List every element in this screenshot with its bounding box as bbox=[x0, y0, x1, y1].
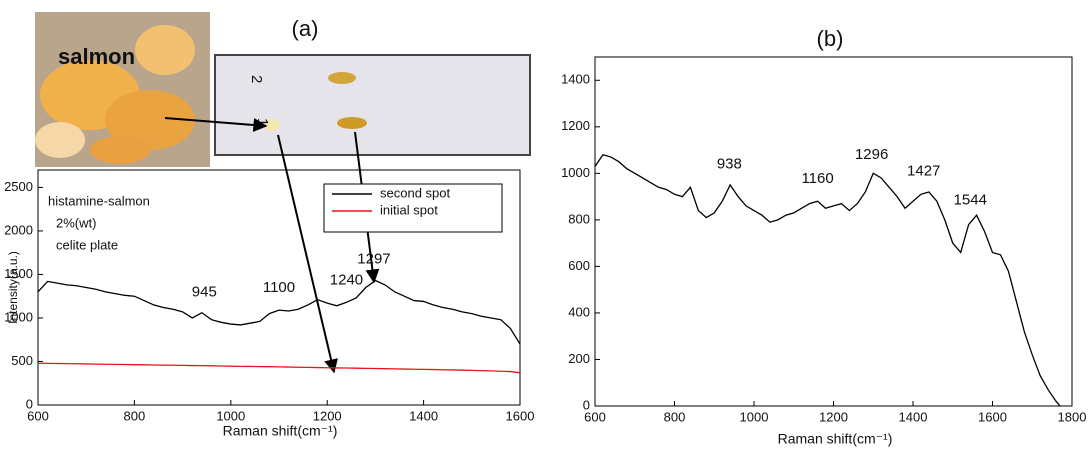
peak-label: 1160 bbox=[801, 170, 833, 187]
y-tick-label: 1200 bbox=[561, 118, 590, 133]
peak-label: 1544 bbox=[954, 192, 987, 209]
arrow bbox=[164, 117, 268, 132]
annotation: histamine-salmon bbox=[48, 193, 150, 208]
annotation: celite plate bbox=[56, 237, 118, 252]
y-tick-label: 1500 bbox=[4, 266, 33, 281]
lane-label: 2 bbox=[248, 75, 265, 83]
y-axis-label: Intensity(a.u.) bbox=[6, 251, 20, 324]
series-line bbox=[37, 279, 521, 345]
x-tick-label: 1400 bbox=[899, 409, 928, 424]
salmon-photo: salmon bbox=[35, 12, 210, 167]
y-tick-label: 1400 bbox=[561, 72, 590, 87]
peak-label: 1240 bbox=[330, 271, 363, 288]
y-tick-label: 1000 bbox=[561, 165, 590, 180]
plot-frame bbox=[594, 56, 1073, 407]
x-tick-label: 600 bbox=[584, 409, 606, 424]
x-tick-label: 1200 bbox=[313, 408, 342, 423]
series-line bbox=[37, 362, 521, 374]
x-tick-label: 1400 bbox=[409, 408, 438, 423]
peak-label: 938 bbox=[717, 156, 742, 173]
y-tick-label: 400 bbox=[568, 304, 590, 319]
x-tick-label: 1600 bbox=[506, 408, 535, 423]
peak-label: 945 bbox=[192, 283, 217, 300]
y-tick-label: 2000 bbox=[4, 222, 33, 237]
x-tick-label: 800 bbox=[124, 408, 146, 423]
legend-box bbox=[323, 183, 503, 233]
peak-label: 1100 bbox=[263, 279, 295, 296]
chart-title: (a) bbox=[292, 16, 319, 41]
plot-frame bbox=[37, 169, 521, 406]
y-tick-label: 2500 bbox=[4, 179, 33, 194]
y-tick-label: 800 bbox=[568, 211, 590, 226]
x-axis-label: Raman shift(cm⁻¹) bbox=[778, 431, 893, 447]
x-tick-label: 1000 bbox=[740, 409, 769, 424]
y-tick-label: 0 bbox=[583, 397, 590, 412]
x-tick-label: 1200 bbox=[819, 409, 848, 424]
legend-label: second spot bbox=[380, 185, 450, 200]
peak-label: 1296 bbox=[855, 146, 888, 163]
chart-title: (b) bbox=[817, 26, 844, 51]
legend-label: initial spot bbox=[380, 202, 438, 217]
peak-label: 1427 bbox=[907, 162, 940, 179]
y-tick-label: 200 bbox=[568, 351, 590, 366]
x-tick-label: 600 bbox=[27, 408, 49, 423]
y-tick-label: 0 bbox=[26, 396, 33, 411]
peak-label: 1297 bbox=[357, 251, 390, 268]
x-tick-label: 800 bbox=[664, 409, 686, 424]
series-line bbox=[594, 153, 1061, 407]
x-tick-label: 1800 bbox=[1058, 409, 1087, 424]
arrow bbox=[277, 134, 338, 374]
x-tick-label: 1600 bbox=[978, 409, 1007, 424]
y-tick-label: 1000 bbox=[4, 309, 33, 324]
tlc-plate: 2 1 bbox=[214, 54, 531, 156]
y-tick-label: 600 bbox=[568, 258, 590, 273]
x-axis-label: Raman shift(cm⁻¹) bbox=[223, 423, 338, 439]
annotation: 2%(wt) bbox=[56, 215, 96, 230]
photo-label: salmon bbox=[58, 44, 135, 69]
y-tick-label: 500 bbox=[11, 353, 33, 368]
x-tick-label: 1000 bbox=[216, 408, 245, 423]
